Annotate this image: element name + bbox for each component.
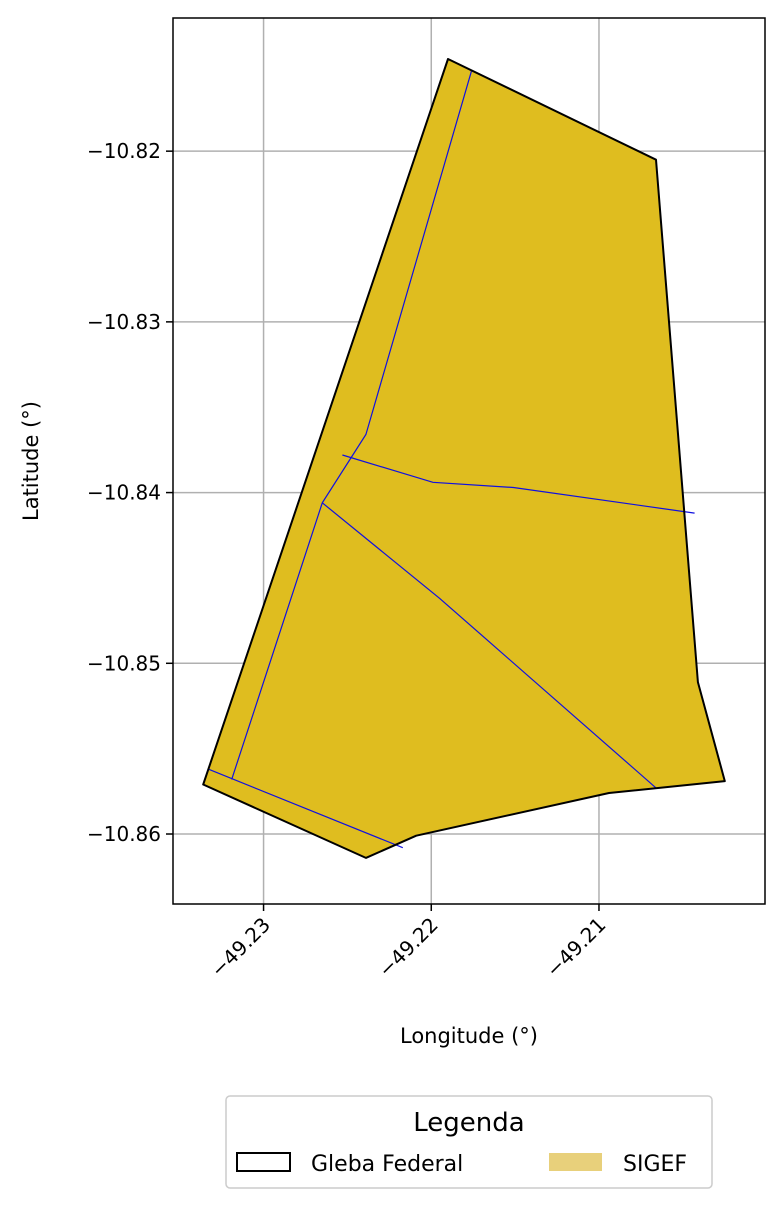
- legend-swatch-sigef: [549, 1153, 602, 1171]
- y-tick-label: −10.82: [87, 139, 161, 163]
- y-axis-label: Latitude (°): [19, 401, 43, 521]
- y-ticks: −10.82 −10.83 −10.84 −10.85 −10.86: [87, 139, 173, 846]
- sigef-parcel-line: [207, 768, 404, 849]
- sigef-parcel-line: [321, 502, 657, 789]
- y-tick-label: −10.86: [87, 822, 161, 846]
- legend-swatch-gleba-federal: [236, 1152, 291, 1172]
- sigef-parcel-line: [231, 70, 473, 780]
- y-tick-label: −10.84: [87, 481, 161, 505]
- plot-frame: [172, 17, 766, 905]
- legend-label-gleba-federal: Gleba Federal: [311, 1152, 463, 1177]
- sigef-parcel-lines: [207, 70, 695, 849]
- gleba-federal-layer: [202, 58, 726, 859]
- legend-label-sigef: SIGEF: [623, 1152, 687, 1177]
- y-tick-label: −10.85: [87, 651, 161, 675]
- legend-title: Legenda: [413, 1108, 524, 1138]
- legend: Legenda Gleba Federal SIGEF: [225, 1095, 713, 1189]
- x-axis-label: Longitude (°): [400, 1024, 538, 1048]
- sigef-parcel-line: [342, 454, 695, 514]
- y-tick-label: −10.83: [87, 310, 161, 334]
- gleba-federal-outline: [202, 58, 726, 859]
